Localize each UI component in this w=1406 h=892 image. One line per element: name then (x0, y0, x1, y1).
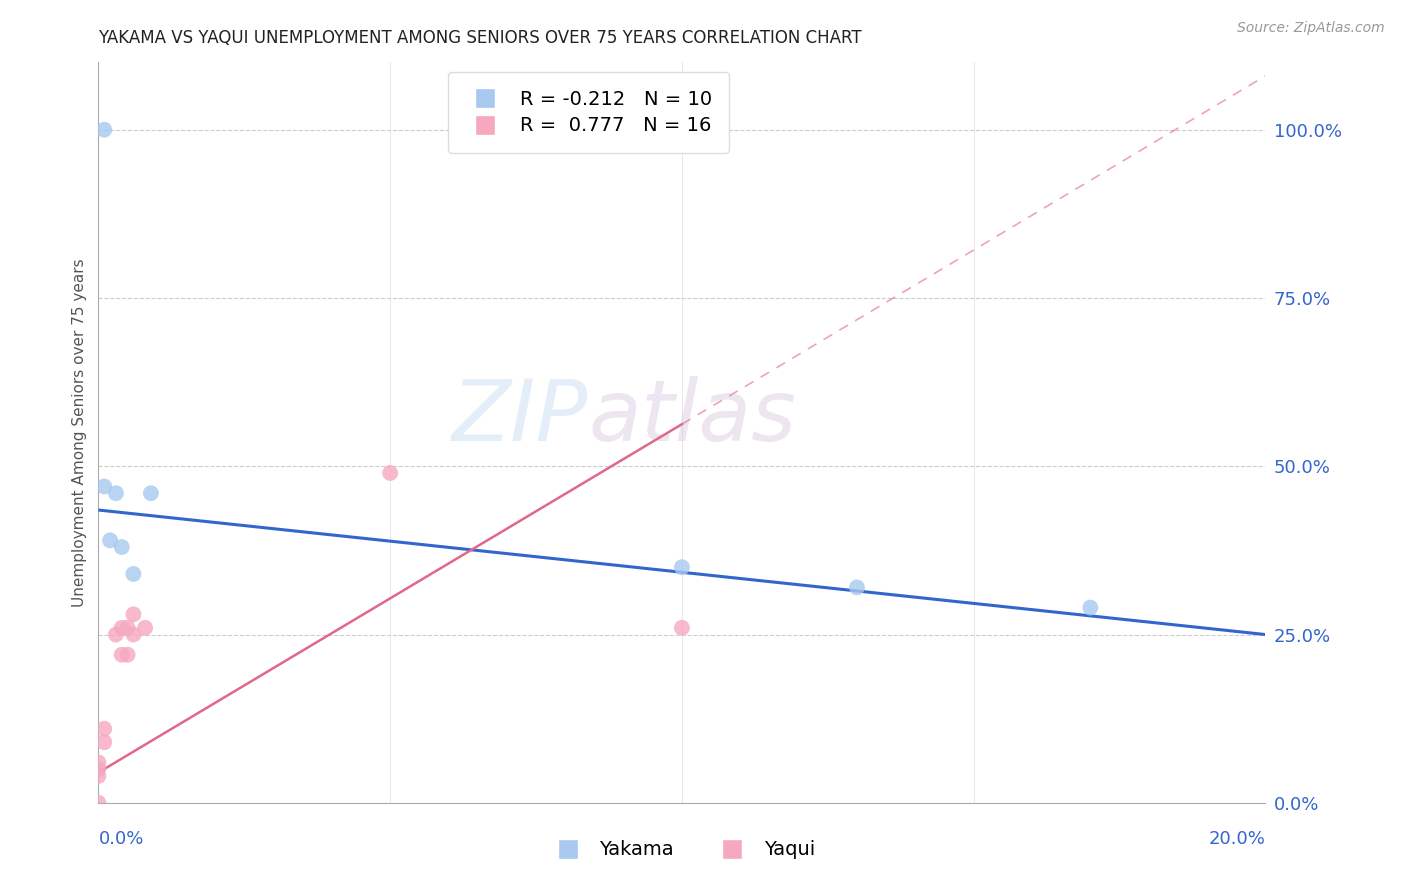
Text: YAKAMA VS YAQUI UNEMPLOYMENT AMONG SENIORS OVER 75 YEARS CORRELATION CHART: YAKAMA VS YAQUI UNEMPLOYMENT AMONG SENIO… (98, 29, 862, 47)
Point (846, 581, 869, 595)
Point (93, 722, 115, 736)
Point (93, 122, 115, 136)
Text: ZIP: ZIP (453, 376, 589, 459)
Point (122, 627, 145, 641)
Point (111, 540, 134, 554)
Text: atlas: atlas (589, 376, 797, 459)
Point (122, 566, 145, 581)
Point (87, 762, 110, 776)
Point (93, 735, 115, 749)
Legend: Yakama, Yaqui: Yakama, Yaqui (541, 832, 823, 867)
Point (93, 479, 115, 493)
Point (1080, 600, 1102, 615)
Text: Source: ZipAtlas.com: Source: ZipAtlas.com (1237, 21, 1385, 35)
Point (380, 466, 402, 480)
Point (117, 648, 139, 662)
Point (104, 486, 127, 500)
Point (111, 648, 134, 662)
Point (671, 621, 693, 635)
Point (122, 607, 145, 622)
Point (87, 796, 110, 810)
Point (671, 560, 693, 574)
Y-axis label: Unemployment Among Seniors over 75 years: Unemployment Among Seniors over 75 years (72, 259, 87, 607)
Point (111, 621, 134, 635)
Point (104, 627, 127, 641)
Point (87, 756, 110, 770)
Point (87, 769, 110, 783)
Point (134, 621, 156, 635)
Point (139, 486, 162, 500)
Point (98, 533, 121, 548)
Point (117, 621, 139, 635)
Text: 0.0%: 0.0% (98, 830, 143, 847)
Text: 20.0%: 20.0% (1209, 830, 1265, 847)
